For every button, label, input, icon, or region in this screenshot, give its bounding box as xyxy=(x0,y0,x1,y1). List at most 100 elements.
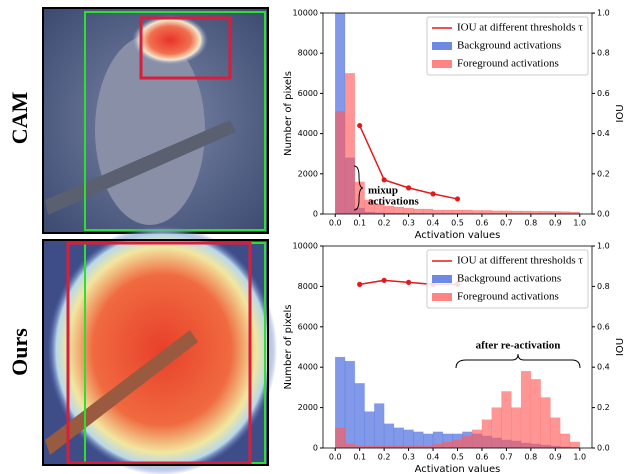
y-axis-label: Number of pixels xyxy=(283,304,294,389)
y2-tick-label: 1.0 xyxy=(597,242,610,251)
bar xyxy=(452,439,463,449)
chart: 0 2000 4000 6000 8000 10000 0.0 0.2 0.4 0.6 0.8 1.0… xyxy=(283,242,626,474)
y-tick-label: 6000 xyxy=(298,89,318,98)
iou-point xyxy=(381,177,387,183)
iou-point xyxy=(381,277,387,283)
bar xyxy=(403,429,414,449)
bar xyxy=(393,206,404,215)
bar xyxy=(530,210,541,215)
annotation-brace xyxy=(455,353,581,369)
bar xyxy=(442,441,453,449)
y2-axis-label: IOU xyxy=(615,338,626,356)
y2-axis-label: IOU xyxy=(615,104,626,122)
y-tick-label: 0 xyxy=(313,444,318,453)
bar xyxy=(481,419,492,449)
iou-point xyxy=(405,185,412,191)
annotation: activations xyxy=(368,196,419,208)
bar xyxy=(413,208,424,215)
x-tick-label: 0.1 xyxy=(353,219,366,228)
y2-tick-label: 0.6 xyxy=(597,322,610,331)
x-tick-label: 0.0 xyxy=(329,219,342,228)
ours-image xyxy=(42,225,277,474)
bar xyxy=(520,210,532,215)
y2-tick-label: 0.4 xyxy=(597,129,610,138)
bar xyxy=(413,431,424,449)
y2-tick-label: 1.0 xyxy=(597,9,610,18)
plot-frame xyxy=(322,12,593,215)
x-tick-label: 0.6 xyxy=(476,453,489,462)
x-tick-label: 0.5 xyxy=(451,219,464,228)
bar xyxy=(540,210,551,215)
y2-tick-label: 0.2 xyxy=(597,403,610,412)
legend-label: IOU at different thresholds τ xyxy=(457,22,583,34)
x-axis-label: Activation values xyxy=(415,230,501,241)
iou-point xyxy=(357,122,363,129)
bar xyxy=(540,397,551,449)
x-tick-label: 0.8 xyxy=(524,219,537,228)
x-axis-label: Activation values xyxy=(415,464,501,474)
iou-point xyxy=(357,281,363,287)
bar xyxy=(383,423,395,449)
annotation-brace xyxy=(353,165,364,211)
bar xyxy=(511,210,522,215)
legend-label: Background activations xyxy=(457,273,561,285)
annotation: after re-activation xyxy=(476,340,561,352)
x-tick-label: 0.9 xyxy=(549,453,562,462)
bar xyxy=(462,209,473,215)
bar xyxy=(432,209,444,215)
bar xyxy=(471,210,483,215)
bar xyxy=(344,360,356,449)
bar xyxy=(442,209,453,215)
bar xyxy=(403,207,414,215)
bar xyxy=(334,427,346,449)
legend-frame xyxy=(426,249,589,309)
iou-point xyxy=(454,196,461,202)
bar xyxy=(491,407,502,449)
chart: 0 2000 4000 6000 8000 10000 0.0 0.2 0.4 0.6 0.8 1.0… xyxy=(283,9,626,242)
y-tick-label: 10000 xyxy=(293,242,318,251)
x-tick-label: 1.0 xyxy=(573,453,586,462)
row-label: CAM xyxy=(7,91,32,144)
x-tick-label: 0.1 xyxy=(353,453,366,462)
bar xyxy=(501,391,512,449)
x-tick-label: 0.5 xyxy=(451,453,464,462)
bar xyxy=(501,210,512,215)
bar xyxy=(452,209,463,215)
legend-label: Foreground activations xyxy=(457,58,559,70)
legend-label: IOU at different thresholds τ xyxy=(457,255,583,267)
y-tick-label: 6000 xyxy=(298,322,318,331)
legend-frame xyxy=(426,16,589,76)
x-tick-label: 0.7 xyxy=(500,453,513,462)
y2-tick-label: 0.4 xyxy=(597,363,610,372)
y-axis-label: Number of pixels xyxy=(283,71,294,156)
y-tick-label: 2000 xyxy=(298,169,318,178)
bar xyxy=(344,443,356,449)
annotation: mixup xyxy=(368,185,398,197)
y-tick-label: 4000 xyxy=(298,129,318,138)
x-tick-label: 0.7 xyxy=(500,219,513,228)
bar xyxy=(393,427,404,449)
x-tick-label: 0.4 xyxy=(427,219,440,228)
bar xyxy=(481,210,492,215)
x-tick-label: 0.2 xyxy=(378,219,391,228)
iou-point xyxy=(405,279,412,285)
x-tick-label: 0.2 xyxy=(378,453,391,462)
bar xyxy=(344,73,356,215)
bar xyxy=(462,435,473,449)
bar xyxy=(491,210,502,215)
bar xyxy=(471,429,483,449)
x-tick-label: 0.8 xyxy=(524,453,537,462)
legend-swatch xyxy=(432,60,452,68)
y2-tick-label: 0.8 xyxy=(597,49,610,58)
legend-swatch xyxy=(432,293,452,301)
bar xyxy=(559,433,571,449)
bar xyxy=(374,403,385,449)
x-tick-label: 0.3 xyxy=(402,453,415,462)
x-tick-label: 1.0 xyxy=(573,219,586,228)
y2-tick-label: 0.8 xyxy=(597,282,610,291)
x-tick-label: 0.9 xyxy=(549,219,562,228)
x-tick-label: 0.0 xyxy=(329,453,342,462)
y-tick-label: 8000 xyxy=(298,282,318,291)
bar xyxy=(520,370,532,449)
